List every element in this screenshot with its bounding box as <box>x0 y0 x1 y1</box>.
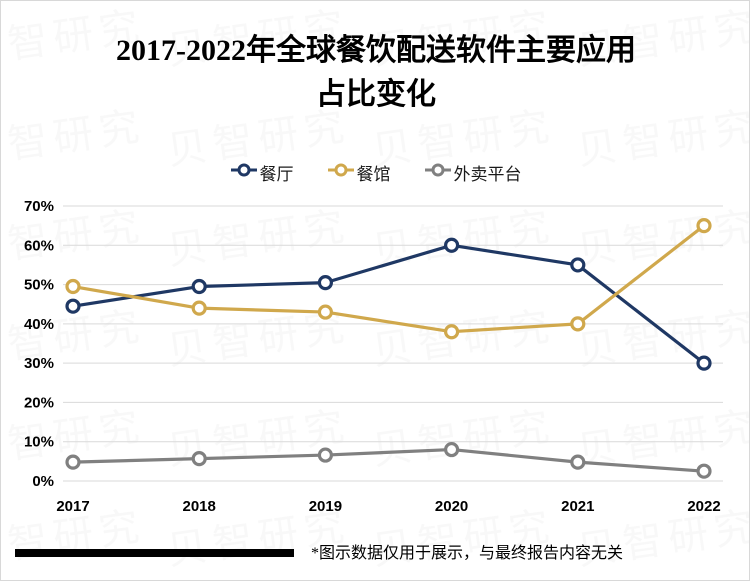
y-axis-tick-label: 40% <box>24 316 54 333</box>
x-axis-tick-label: 2022 <box>687 498 720 515</box>
legend-item-restaurant[interactable]: 餐厅 <box>230 160 294 185</box>
legend-label-diner: 餐馆 <box>356 165 391 184</box>
chart-title-line-1: 2017-2022年全球餐饮配送软件主要应用 <box>116 34 636 67</box>
chart-title-line-2: 占比变化 <box>316 77 436 111</box>
x-axis-tick-label: 2017 <box>56 498 89 515</box>
series-line <box>71 224 706 334</box>
y-axis-tick-label: 30% <box>24 355 54 372</box>
data-point-marker[interactable] <box>444 441 460 458</box>
data-point-marker[interactable] <box>570 316 586 332</box>
chart-gridlines <box>63 205 723 482</box>
legend-marker-icon <box>424 161 451 184</box>
data-point-marker[interactable] <box>191 451 207 467</box>
chart-y-axis-labels: 0% 10% 20% 30% 40% 50% 60% 70% <box>24 198 54 490</box>
data-point-marker[interactable] <box>65 454 81 470</box>
chart-x-axis-labels: 2017 2018 2019 2020 2021 2022 <box>56 498 720 515</box>
data-point-marker[interactable] <box>65 278 81 295</box>
chart-legend: 餐厅 餐馆 外卖平台 <box>1 160 749 185</box>
data-point-marker[interactable] <box>444 237 460 253</box>
chart-plot-area: 0% 10% 20% 30% 40% 50% 60% 70% 2017 2018 2019 2020… <box>24 198 723 515</box>
legend-item-diner[interactable]: 餐馆 <box>327 160 391 185</box>
data-point-marker[interactable] <box>191 300 207 316</box>
legend-marker-icon <box>230 161 257 184</box>
footnote-text: *图示数据仅用于展示，与最终报告内容无关 <box>311 545 624 562</box>
y-axis-tick-label: 50% <box>24 277 54 294</box>
y-axis-tick-label: 10% <box>24 434 54 451</box>
x-axis-tick-label: 2021 <box>561 498 594 515</box>
data-point-marker[interactable] <box>696 218 712 234</box>
chart-series-lines <box>71 224 706 473</box>
series-line <box>71 447 706 473</box>
data-point-marker[interactable] <box>317 447 333 463</box>
legend-item-platform[interactable]: 外卖平台 <box>424 160 522 185</box>
data-point-marker[interactable] <box>570 454 586 470</box>
data-point-marker[interactable] <box>317 304 333 320</box>
data-point-marker[interactable] <box>570 257 586 273</box>
y-axis-tick-label: 0% <box>32 473 54 490</box>
legend-label-platform: 外卖平台 <box>453 165 522 184</box>
legend-label-restaurant: 餐厅 <box>259 165 294 184</box>
chart-series-markers <box>65 218 712 479</box>
y-axis-tick-label: 70% <box>24 198 54 215</box>
data-point-marker[interactable] <box>696 463 712 479</box>
x-axis-tick-label: 2020 <box>435 498 468 515</box>
footnote-rule <box>15 549 294 557</box>
data-point-marker[interactable] <box>444 324 460 340</box>
data-point-marker[interactable] <box>191 278 207 295</box>
y-axis-tick-label: 60% <box>24 237 54 254</box>
x-axis-tick-label: 2019 <box>309 498 342 515</box>
series-line <box>71 243 706 365</box>
chart-title: 2017-2022年全球餐饮配送软件主要应用 占比变化 <box>37 29 715 116</box>
y-axis-tick-label: 20% <box>24 394 54 411</box>
data-point-marker[interactable] <box>317 275 333 291</box>
legend-marker-icon <box>327 161 354 184</box>
data-point-marker[interactable] <box>696 355 712 371</box>
data-point-marker[interactable] <box>65 298 81 314</box>
x-axis-tick-label: 2018 <box>183 498 216 515</box>
